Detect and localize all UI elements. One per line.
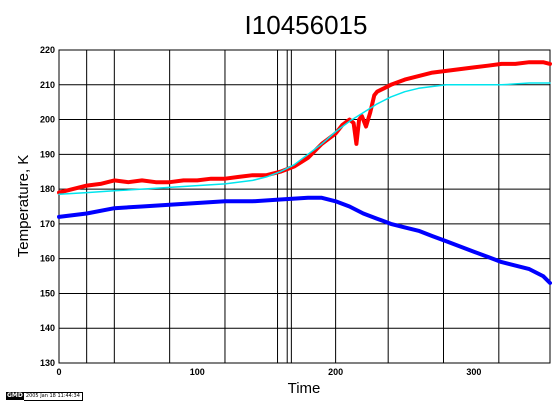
data-series bbox=[57, 60, 552, 285]
timestamp-text: 2005 Jan 18 11:44:34 bbox=[23, 391, 83, 401]
y-tick-label: 130 bbox=[40, 358, 55, 368]
y-tick-label: 140 bbox=[40, 323, 55, 333]
x-tick-label: 100 bbox=[190, 367, 205, 377]
series-line bbox=[57, 60, 552, 195]
x-tick-label: 300 bbox=[466, 367, 481, 377]
y-tick-label: 200 bbox=[40, 115, 55, 125]
chart-title: I10456015 bbox=[245, 10, 368, 40]
x-tick-label: 0 bbox=[56, 367, 61, 377]
y-tick-label: 180 bbox=[40, 184, 55, 194]
x-tick-label: 200 bbox=[328, 367, 343, 377]
x-axis-tick-labels: 0 100 200 300 bbox=[56, 367, 481, 377]
y-tick-label: 210 bbox=[40, 80, 55, 90]
y-axis-tick-labels: 130 140 150 160 170 180 190 200 210 220 bbox=[40, 45, 55, 368]
series-line bbox=[58, 82, 551, 196]
y-axis-label: Temperature, K bbox=[15, 155, 32, 258]
y-tick-label: 170 bbox=[40, 219, 55, 229]
gmd-logo: GMD bbox=[6, 392, 24, 400]
series-line bbox=[57, 195, 552, 285]
y-tick-label: 220 bbox=[40, 45, 55, 55]
horizontal-gridlines bbox=[59, 49, 550, 364]
y-tick-label: 150 bbox=[40, 288, 55, 298]
x-axis-label: Time bbox=[288, 380, 321, 397]
y-tick-label: 160 bbox=[40, 254, 55, 264]
timestamp-stamp: GMD 2005 Jan 18 11:44:34 bbox=[6, 391, 83, 401]
y-tick-label: 190 bbox=[40, 149, 55, 159]
vertical-gridlines bbox=[58, 50, 551, 363]
